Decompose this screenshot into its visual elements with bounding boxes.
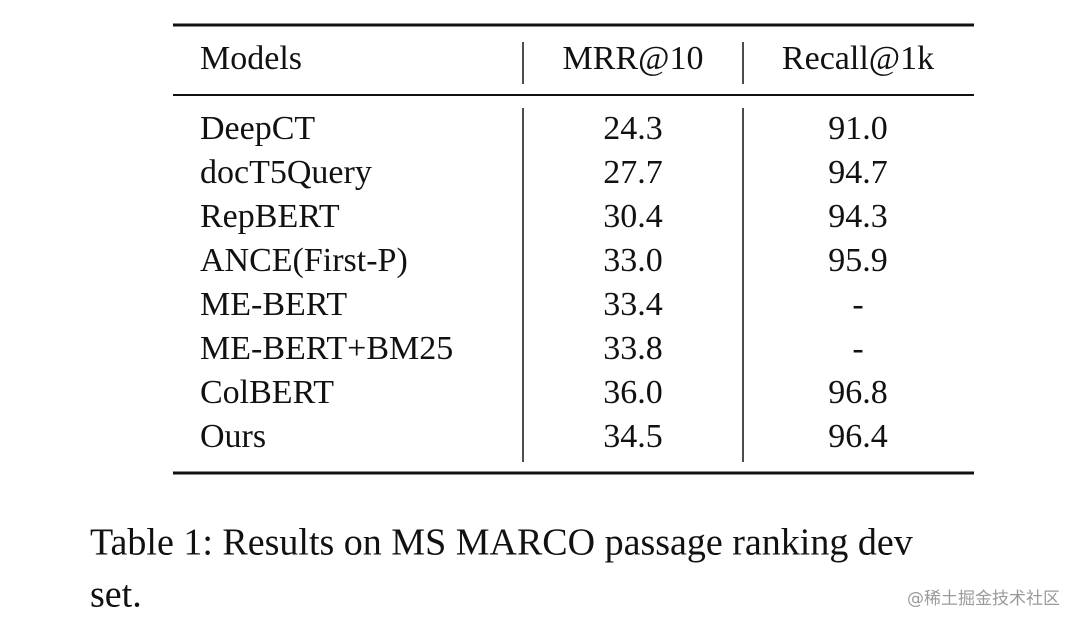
score-cell: 94.3 bbox=[828, 198, 888, 235]
score-cell: 34.5 bbox=[603, 418, 663, 455]
score-cell: 33.4 bbox=[603, 286, 663, 323]
caption-line: Table 1: Results on MS MARCO passage ran… bbox=[90, 522, 913, 564]
header-cell: MRR@10 bbox=[563, 40, 704, 77]
score-cell: 96.8 bbox=[828, 374, 888, 411]
caption-line: set. bbox=[90, 574, 142, 616]
score-cell: 91.0 bbox=[828, 110, 888, 147]
watermark: @稀土掘金技术社区 bbox=[907, 589, 1060, 609]
score-cell: 36.0 bbox=[603, 374, 663, 411]
score-cell: 30.4 bbox=[603, 198, 663, 235]
score-cell: 33.8 bbox=[603, 330, 663, 367]
score-cell: 96.4 bbox=[828, 418, 888, 455]
score-cell: - bbox=[852, 286, 863, 323]
score-cell: 33.0 bbox=[603, 242, 663, 279]
model-name: ME-BERT bbox=[200, 286, 347, 323]
score-cell: - bbox=[852, 330, 863, 367]
model-name: DeepCT bbox=[200, 110, 315, 147]
model-name: ANCE(First-P) bbox=[200, 242, 408, 279]
score-cell: 94.7 bbox=[828, 154, 888, 191]
header-cell: Models bbox=[200, 40, 302, 77]
score-cell: 27.7 bbox=[603, 154, 663, 191]
score-cell: 24.3 bbox=[603, 110, 663, 147]
model-name: ColBERT bbox=[200, 374, 334, 411]
score-cell: 95.9 bbox=[828, 242, 888, 279]
model-name: ME-BERT+BM25 bbox=[200, 330, 453, 367]
header-cell: Recall@1k bbox=[782, 40, 934, 77]
model-name: docT5Query bbox=[200, 154, 372, 191]
model-name: Ours bbox=[200, 418, 266, 455]
model-name: RepBERT bbox=[200, 198, 340, 235]
